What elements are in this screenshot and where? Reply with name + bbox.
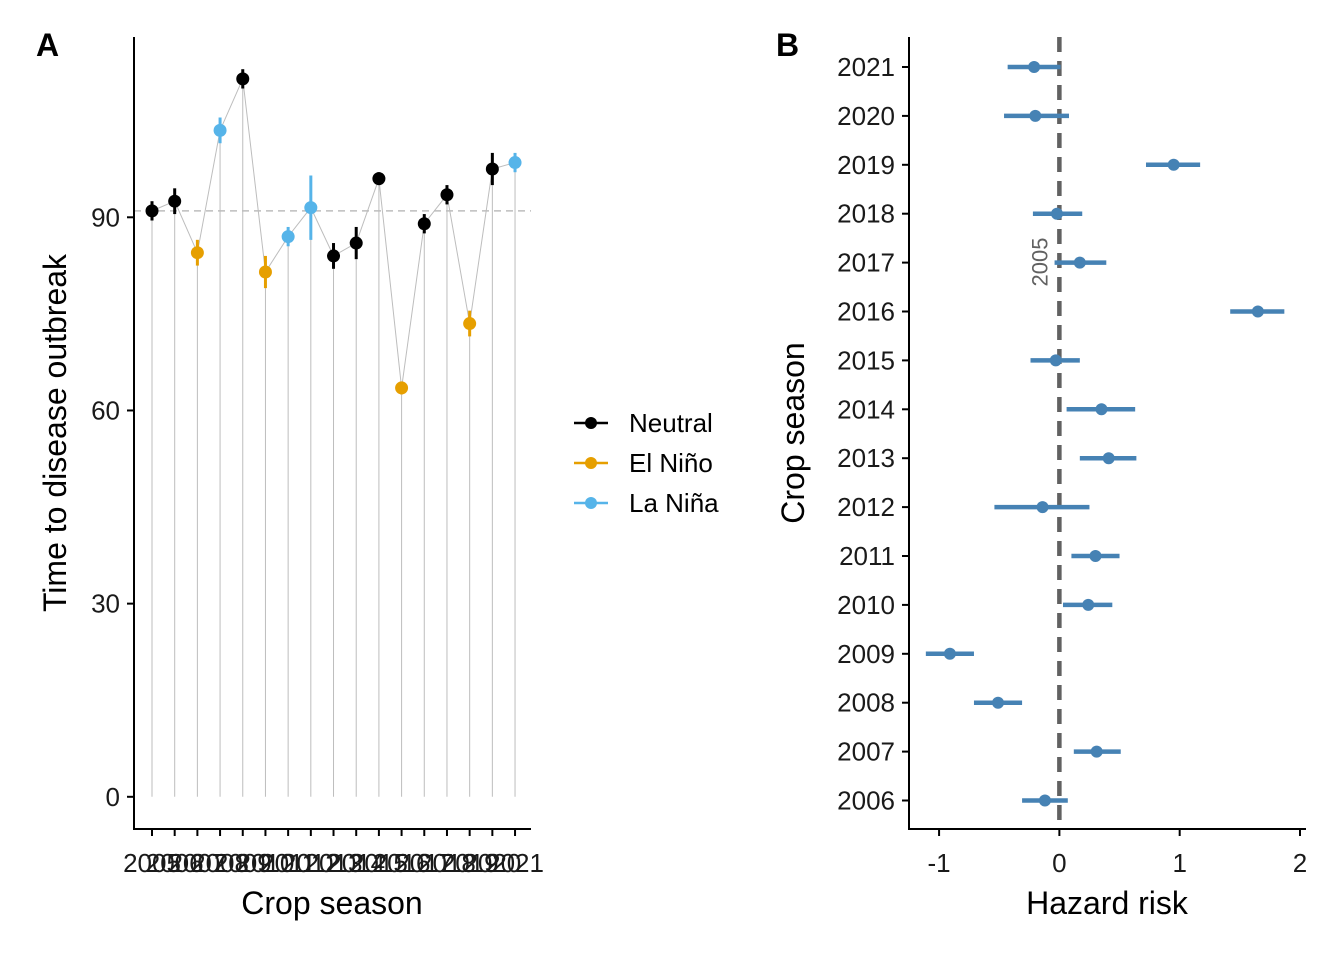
panel-b-points	[943, 61, 1264, 807]
legend-key-point	[585, 497, 597, 509]
panel-b-label: B	[776, 27, 799, 63]
x-tick-label: 2016	[373, 848, 431, 878]
data-point	[236, 72, 250, 86]
x-tick-label: 2	[1293, 848, 1307, 878]
panel-b: B 2005 200620072008200920102011201220132…	[775, 27, 1307, 921]
data-point	[1082, 598, 1095, 611]
panel-b-y-ticks: 2006 2007 2008 2009 2010 2011 2012 2013 2014 2015…	[837, 52, 909, 816]
panel-a-x-axis-title: Crop season	[241, 885, 422, 921]
y-tick-label: 2008	[837, 688, 895, 718]
data-point	[1095, 403, 1108, 416]
y-tick-label: 2012	[837, 492, 895, 522]
x-tick-label: 2011	[260, 848, 316, 878]
x-tick-label: 1	[1172, 848, 1186, 878]
data-point	[258, 265, 272, 279]
data-point	[1089, 550, 1102, 562]
x-tick-label: 2006	[146, 848, 204, 878]
y-tick-label: 2007	[837, 737, 895, 767]
panel-a-y-ticks: 0 30 60 90	[91, 202, 134, 812]
y-tick-label: 2019	[837, 150, 895, 180]
y-tick-label: 60	[91, 395, 120, 425]
data-point	[1090, 745, 1103, 758]
data-point	[213, 123, 227, 137]
y-tick-label: 2021	[837, 52, 895, 82]
data-point	[463, 317, 477, 331]
x-tick-label: 2013	[305, 848, 363, 878]
data-point	[1050, 207, 1063, 220]
x-tick-label: 2017	[395, 848, 453, 878]
y-tick-label: 2015	[837, 345, 895, 375]
panel-b-x-ticks: -1 0 1 2	[928, 829, 1307, 878]
panel-b-reference-label: 2005	[1027, 238, 1052, 287]
y-tick-label: 0	[106, 782, 120, 812]
x-tick-label: 2009	[214, 848, 272, 878]
panel-b-y-axis-title: Crop season	[775, 342, 811, 523]
data-point	[1036, 501, 1049, 514]
x-tick-label: -1	[928, 848, 951, 878]
data-point	[349, 236, 363, 250]
y-tick-label: 2016	[837, 297, 895, 327]
x-tick-label: 0	[1052, 848, 1066, 878]
x-tick-label: 2021	[486, 848, 544, 878]
data-point	[281, 230, 295, 244]
data-point	[1029, 109, 1042, 122]
y-tick-label: 30	[91, 589, 120, 619]
panel-a-x-ticks: 2005200620072008200920102011201220132014…	[123, 829, 544, 878]
y-tick-label: 2009	[837, 639, 895, 669]
data-point	[1102, 452, 1115, 465]
legend-label: Neutral	[629, 408, 713, 438]
data-point	[372, 172, 386, 186]
data-point	[395, 381, 409, 395]
x-tick-label: 2010	[237, 848, 295, 878]
y-tick-label: 2010	[837, 590, 895, 620]
panel-a-stems	[151, 78, 516, 797]
x-tick-label: 2012	[282, 848, 340, 878]
x-tick-label: 2018	[418, 848, 476, 878]
x-tick-label: 2005	[123, 848, 181, 878]
y-tick-label: 2013	[837, 443, 895, 473]
data-point	[304, 201, 318, 215]
legend-key-point	[585, 457, 597, 469]
panel-a-points	[145, 72, 522, 395]
x-tick-label: 2007	[168, 848, 226, 878]
legend-label: La Niña	[629, 488, 719, 518]
x-tick-label: 2008	[191, 848, 249, 878]
data-point	[417, 217, 431, 231]
data-point	[1251, 305, 1264, 318]
x-tick-label: 2020	[463, 848, 521, 878]
data-point	[327, 249, 341, 263]
y-tick-label: 2018	[837, 199, 895, 229]
data-point	[943, 647, 956, 660]
y-tick-label: 2014	[837, 394, 895, 424]
data-point	[1038, 794, 1051, 807]
data-point	[1049, 354, 1062, 367]
panel-a-y-axis-title: Time to disease outbreak	[37, 253, 73, 612]
y-tick-label: 2020	[837, 101, 895, 131]
data-point	[190, 246, 204, 260]
data-point	[1167, 158, 1180, 171]
panel-a-label: A	[36, 27, 59, 63]
data-point	[1073, 256, 1086, 269]
y-tick-label: 2006	[837, 786, 895, 816]
legend-label: El Niño	[629, 448, 713, 478]
legend-key-point	[585, 417, 597, 429]
x-tick-label: 2019	[441, 848, 499, 878]
data-point	[992, 696, 1005, 709]
x-tick-label: 2014	[327, 848, 385, 878]
data-point	[508, 156, 522, 170]
y-tick-label: 2017	[837, 248, 895, 278]
y-tick-label: 2011	[839, 541, 895, 571]
panel-b-x-axis-title: Hazard risk	[1026, 885, 1189, 921]
data-point	[440, 188, 454, 202]
data-point	[168, 194, 182, 208]
x-tick-label: 2015	[350, 848, 408, 878]
data-point	[145, 204, 159, 218]
y-tick-label: 90	[91, 202, 120, 232]
data-point	[1028, 61, 1041, 73]
legend: Neutral El Niño La Niña	[574, 408, 719, 518]
data-point	[485, 162, 499, 176]
panel-b-interval-bars	[925, 64, 1285, 803]
